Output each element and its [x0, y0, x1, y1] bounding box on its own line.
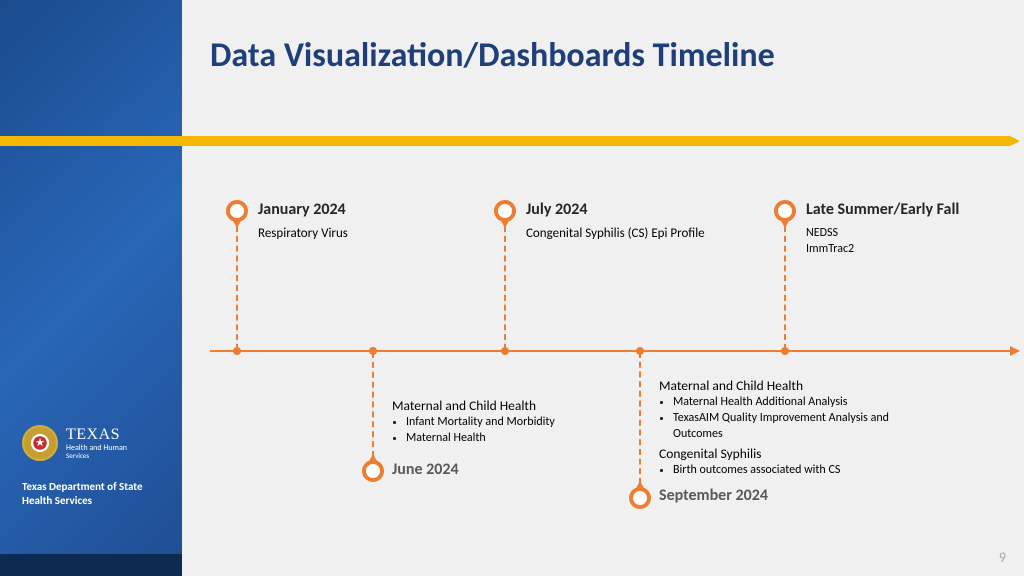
connector-fall — [784, 226, 786, 350]
bullet-item: Maternal Health Additional Analysis — [673, 394, 929, 410]
state-seal-icon — [22, 425, 58, 461]
milestone-item: NEDSS — [806, 225, 1016, 241]
milestone-bullets: Birth outcomes associated with CS — [659, 462, 929, 478]
timeline-axis — [210, 350, 1010, 352]
page-number: 9 — [999, 549, 1006, 566]
pin-icon — [629, 487, 651, 509]
dept-line1: Texas Department of State — [22, 480, 143, 494]
org-logo-block: TEXAS Health and Human Services — [22, 425, 127, 461]
milestone-jul: July 2024 Congenital Syphilis (CS) Epi P… — [526, 200, 766, 243]
milestone-date: September 2024 — [659, 486, 929, 505]
milestone-date: Late Summer/Early Fall — [806, 200, 1016, 219]
bullet-item: Maternal Health — [406, 430, 622, 446]
milestone-fall: Late Summer/Early Fall NEDSS ImmTrac2 — [806, 200, 1016, 257]
bullet-item: Birth outcomes associated with CS — [673, 462, 929, 478]
milestone-sep: Maternal and Child Health Maternal Healt… — [659, 375, 929, 505]
sidebar-footer-bar — [0, 554, 182, 576]
pin-icon — [494, 200, 516, 222]
pin-icon — [226, 200, 248, 222]
bullet-item: Infant Mortality and Morbidity — [406, 414, 622, 430]
pin-icon — [774, 200, 796, 222]
title-underline-bar — [0, 136, 1010, 146]
milestone-date: June 2024 — [392, 460, 622, 479]
milestone-bullets: Maternal Health Additional Analysis Texa… — [659, 394, 929, 443]
milestone-jan: January 2024 Respiratory Virus — [258, 200, 458, 243]
org-sub2: Services — [66, 452, 127, 459]
milestone-date: July 2024 — [526, 200, 766, 219]
milestone-item: ImmTrac2 — [806, 241, 1016, 257]
milestone-section: Maternal and Child Health — [659, 377, 929, 394]
department-name: Texas Department of State Health Service… — [22, 480, 143, 509]
pin-icon — [362, 460, 384, 482]
connector-jun — [372, 352, 374, 457]
connector-jan — [236, 226, 238, 350]
sidebar: TEXAS Health and Human Services Texas De… — [0, 0, 182, 576]
milestone-jun: Maternal and Child Health Infant Mortali… — [392, 395, 622, 479]
dept-line2: Health Services — [22, 494, 143, 508]
milestone-item: Congenital Syphilis (CS) Epi Profile — [526, 225, 766, 243]
milestone-section: Congenital Syphilis — [659, 445, 929, 462]
bullet-item: TexasAIM Quality Improvement Analysis an… — [673, 410, 929, 442]
page-title: Data Visualization/Dashboards Timeline — [210, 36, 775, 75]
connector-sep — [639, 352, 641, 484]
org-text: TEXAS Health and Human Services — [66, 427, 127, 460]
connector-jul — [504, 226, 506, 350]
org-name: TEXAS — [66, 427, 127, 444]
milestone-bullets: Infant Mortality and Morbidity Maternal … — [392, 414, 622, 446]
milestone-date: January 2024 — [258, 200, 458, 219]
milestone-section: Maternal and Child Health — [392, 397, 622, 414]
milestone-item: Respiratory Virus — [258, 225, 458, 243]
